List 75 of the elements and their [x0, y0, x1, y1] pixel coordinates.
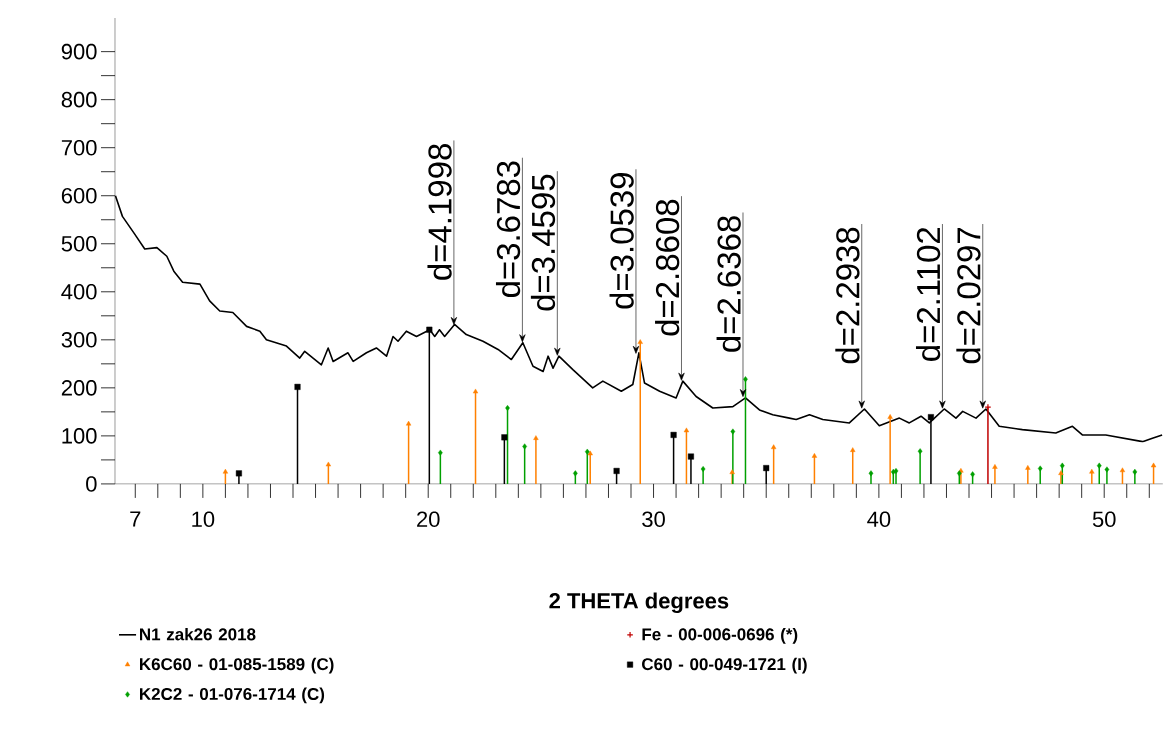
- point: [893, 468, 899, 475]
- legend-label: Fe - 00-006-0696 (*): [642, 627, 798, 644]
- x-tick-label: 20: [417, 511, 440, 528]
- annotation: d=2.2938: [835, 227, 860, 364]
- annotation: d=4.1998: [427, 144, 452, 280]
- x-tick-label: 40: [867, 511, 891, 528]
- point: [438, 449, 443, 456]
- point: [1150, 462, 1157, 468]
- point: [957, 470, 962, 477]
- point: [1060, 462, 1065, 469]
- legend-label: C60 - 00-049-1721 (I): [642, 657, 807, 674]
- legend-label: K6C60 - 01-085-1589 (C): [140, 657, 334, 674]
- point: [1089, 468, 1095, 474]
- y-tick-label: 700: [61, 139, 97, 156]
- x-tick-label: 7: [130, 511, 141, 527]
- point: [970, 471, 975, 478]
- y-tick-label: 200: [61, 380, 97, 396]
- point: [992, 464, 998, 469]
- x-tick-label: 30: [642, 511, 665, 528]
- point: [637, 339, 643, 344]
- y-tick-label: 300: [61, 332, 97, 348]
- y-tick-label: 0: [86, 476, 97, 492]
- point: [522, 443, 527, 450]
- point: [700, 466, 706, 473]
- legend-label: K2C2 - 01-076-1714 (C): [140, 687, 325, 704]
- annotation: d=3.4595: [530, 174, 556, 311]
- y-tick-label: 500: [61, 236, 97, 252]
- point: [670, 431, 677, 438]
- point: [771, 444, 777, 450]
- point: [1132, 468, 1138, 475]
- point: [1058, 470, 1064, 476]
- point: [927, 414, 934, 421]
- point: [917, 448, 923, 455]
- point: [683, 427, 690, 433]
- point: [573, 470, 578, 477]
- x-axis-title: 2 THETA degrees: [549, 592, 729, 614]
- annotation: d=2.8608: [655, 199, 680, 336]
- y-tick-label: 100: [62, 428, 97, 444]
- legend-label: N1 zak26 2018: [140, 627, 256, 641]
- point: [501, 434, 508, 441]
- x-tick-label: 10: [192, 511, 215, 528]
- point: [811, 453, 818, 458]
- point: [743, 376, 748, 383]
- point: [763, 465, 770, 472]
- annotation: d=2.1102: [915, 227, 941, 361]
- point: [850, 447, 856, 452]
- point: [887, 414, 893, 419]
- annotation: d=2.6368: [716, 216, 741, 352]
- point: [613, 468, 620, 475]
- y-tick-label: 800: [61, 91, 97, 108]
- point: [1025, 465, 1031, 470]
- point: [405, 420, 412, 426]
- annotation: d=3.0539: [609, 173, 634, 309]
- point: [1037, 465, 1043, 472]
- point: [1096, 462, 1102, 469]
- y-tick-label: 900: [61, 43, 97, 60]
- point: [235, 470, 242, 477]
- point: [472, 388, 479, 394]
- point: [729, 469, 735, 475]
- point: [1104, 466, 1110, 473]
- y-tick-label: 600: [61, 187, 97, 204]
- point: [222, 468, 229, 474]
- annotation: d=3.6783: [495, 161, 521, 298]
- y-tick-label: 400: [61, 284, 97, 300]
- point: [426, 326, 433, 333]
- annotation: d=2.0297: [956, 227, 981, 364]
- point: [533, 435, 539, 440]
- x-tick-label: 50: [1092, 511, 1116, 528]
- point: [730, 428, 736, 435]
- point: [294, 383, 301, 390]
- point: [868, 470, 874, 477]
- point: [325, 461, 332, 467]
- point: [1119, 467, 1126, 473]
- point: [505, 405, 510, 412]
- point: [687, 453, 694, 460]
